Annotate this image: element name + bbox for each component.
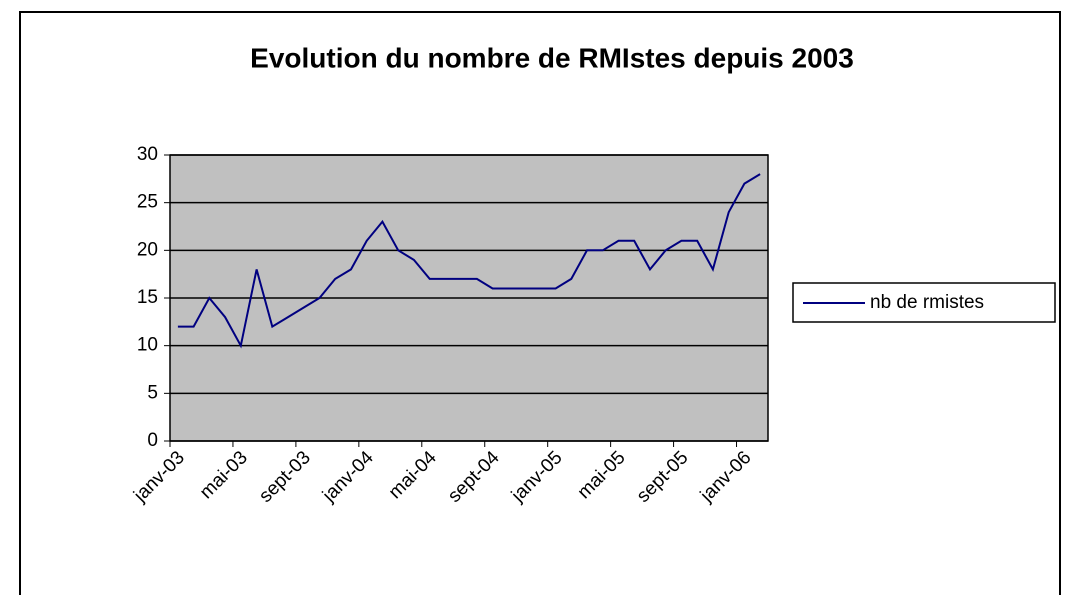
y-tick-label: 0 <box>147 430 158 451</box>
legend-label: nb de rmistes <box>870 292 984 313</box>
y-tick-label: 15 <box>137 287 158 308</box>
y-tick-label: 30 <box>137 144 158 165</box>
y-tick-label: 20 <box>137 239 158 260</box>
y-tick-label: 25 <box>137 192 158 213</box>
y-tick-label: 5 <box>147 382 158 403</box>
plot-border <box>169 154 769 442</box>
chart-title: Evolution du nombre de RMIstes depuis 20… <box>250 42 854 73</box>
y-tick-label: 10 <box>137 335 158 356</box>
data-line <box>177 173 761 349</box>
